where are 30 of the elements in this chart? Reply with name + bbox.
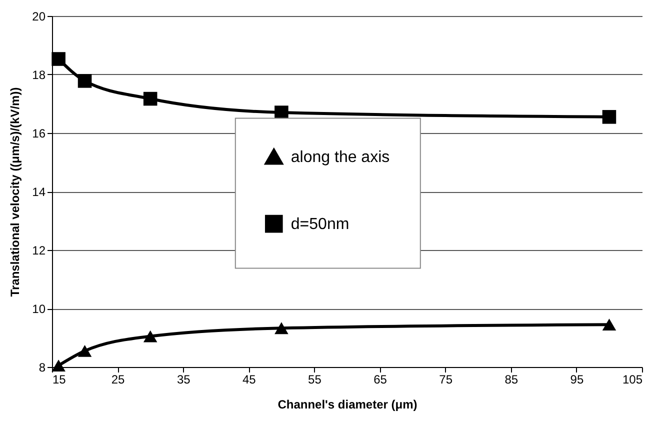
x-tick-label: 65: [374, 372, 388, 386]
y-tick-label: 16: [32, 126, 46, 140]
x-tick-label: 25: [111, 372, 126, 386]
point: [602, 110, 616, 124]
point: [78, 344, 92, 357]
x-tick-label: 55: [308, 372, 322, 386]
y-tick-label: 14: [32, 185, 46, 199]
point: [274, 322, 288, 334]
y-tick-label: 12: [32, 244, 46, 258]
y-tick-label: 8: [38, 360, 46, 374]
y-tick-label: 20: [32, 10, 46, 24]
x-tick-label: 95: [570, 372, 584, 386]
point: [52, 360, 66, 372]
y-tick-label: 10: [32, 302, 46, 316]
point: [78, 74, 92, 88]
legend-label: d=50nm: [290, 216, 350, 233]
point: [143, 330, 158, 342]
x-tick-label: 35: [176, 372, 191, 386]
y-tick-label: 18: [32, 68, 46, 82]
x-tick-label: 15: [52, 372, 66, 386]
point: [602, 318, 616, 331]
x-tick-label: 45: [242, 372, 256, 386]
x-tick-label: 105: [622, 372, 643, 386]
y-axis-title: Translational velocity ((μm/s)/(kV/m)): [8, 87, 22, 297]
x-axis-title: Channel's diameter (μm): [278, 398, 418, 412]
legend-label: along the axis: [290, 148, 390, 166]
point: [52, 52, 66, 66]
point: [143, 92, 158, 106]
x-tick-label: 75: [439, 372, 453, 386]
x-tick-label: 85: [504, 372, 518, 386]
